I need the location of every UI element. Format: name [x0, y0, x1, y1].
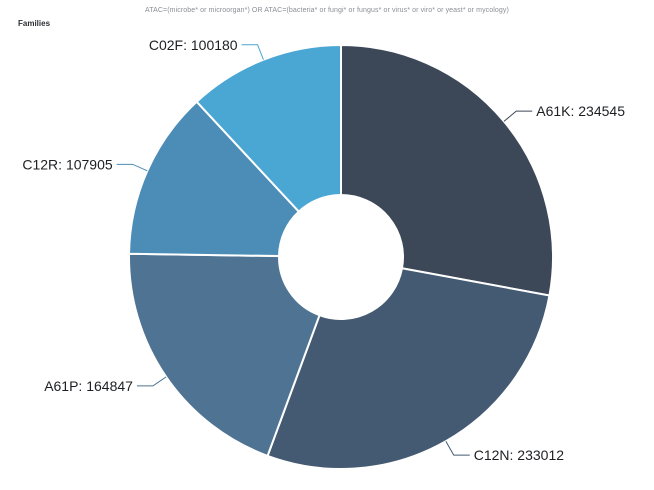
slice-label-c02f: C02F: 100180: [149, 37, 238, 53]
slice-c02f[interactable]: [195, 43, 342, 214]
slice-c12n[interactable]: [266, 267, 551, 470]
connector-c02f: [241, 44, 264, 60]
connector-a61k: [503, 110, 533, 122]
slice-labels: A61K: 234545 C12N: 233012 A61P: 164847 C12R…: [22, 37, 625, 463]
chart-title: Families: [18, 19, 51, 28]
slice-a61p[interactable]: [128, 252, 321, 458]
donut-slices: [128, 43, 554, 470]
connector-c12n: [445, 441, 470, 456]
chart-subtitle: ATAC=(microbe* or microorgan*) OR ATAC=(…: [145, 7, 509, 14]
slice-label-a61k: A61K: 234545: [536, 103, 625, 119]
slice-label-c12r: C12R: 107905: [22, 156, 113, 172]
slice-label-a61p: A61P: 164847: [44, 378, 133, 394]
slice-c12r[interactable]: [128, 100, 301, 258]
slice-a61k[interactable]: [340, 43, 554, 297]
label-connectors: [116, 44, 533, 456]
connector-c12r: [116, 163, 148, 172]
connector-a61p: [136, 376, 167, 387]
slice-label-c12n: C12N: 233012: [474, 447, 565, 463]
